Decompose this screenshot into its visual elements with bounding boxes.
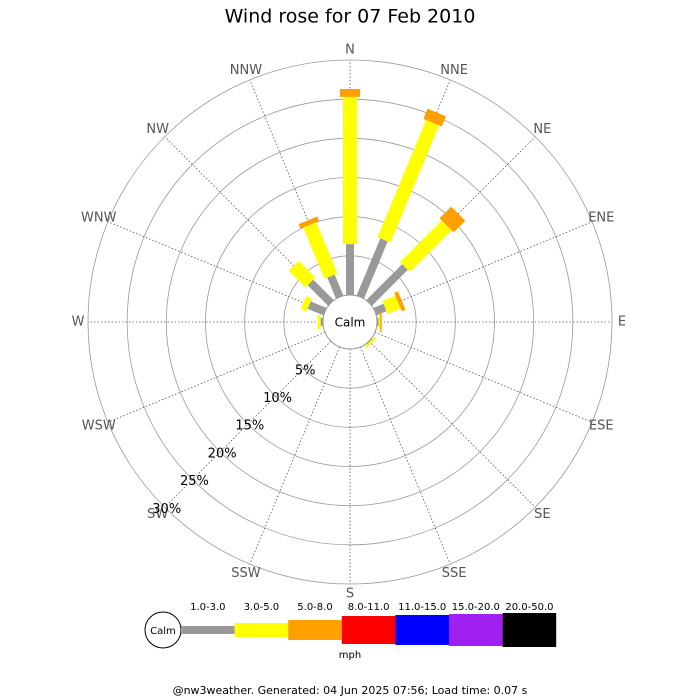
direction-label: SSW (231, 566, 261, 581)
legend-label: 1.0-3.0 (190, 602, 225, 613)
direction-label: N (345, 43, 355, 58)
radial-line (374, 331, 593, 423)
radial-line (107, 331, 326, 423)
direction-label: ENE (588, 210, 614, 225)
direction-label: NW (146, 122, 169, 137)
legend-swatch (288, 620, 342, 640)
legend-label: 15.0-20.0 (452, 602, 500, 613)
radial-line (249, 346, 341, 565)
ring-label: 20% (208, 446, 237, 461)
bar-segment (394, 291, 406, 312)
ring-label: 15% (235, 419, 264, 434)
bar-segment (373, 303, 387, 316)
legend-unit: mph (339, 650, 361, 661)
legend-label: 8.0-11.0 (348, 602, 390, 613)
bar-segment (300, 296, 312, 312)
legend-swatch (502, 613, 557, 647)
bar-segment (298, 216, 319, 229)
direction-label: E (618, 315, 626, 330)
footer: @nw3weather. Generated: 04 Jun 2025 07:5… (173, 684, 528, 697)
direction-label: SSE (442, 566, 467, 581)
legend-label: 20.0-50.0 (505, 602, 553, 613)
legend-swatch (234, 623, 289, 637)
radial-line (374, 221, 593, 313)
direction-label: WNW (81, 210, 117, 225)
direction-label: NNW (230, 63, 262, 78)
calm-label: Calm (335, 316, 366, 330)
ring-label: 10% (263, 391, 292, 406)
radial-line (368, 340, 536, 508)
direction-label: S (346, 587, 354, 602)
radial-line (107, 221, 326, 313)
bar-segment (377, 119, 440, 243)
legend-label: 5.0-8.0 (297, 602, 332, 613)
bar-segment (303, 222, 338, 279)
ring-label: 5% (295, 363, 316, 378)
direction-label: ESE (589, 419, 614, 434)
bar-segment (327, 274, 344, 299)
direction-label: NE (533, 122, 551, 137)
legend-swatch (341, 616, 396, 644)
radial-line (164, 340, 332, 508)
bar-segment (439, 206, 466, 233)
radial-line (359, 346, 451, 565)
legend-swatch (181, 626, 235, 634)
ring-label: 30% (152, 502, 181, 517)
bar-segment (382, 295, 401, 314)
direction-label: NNE (440, 63, 468, 78)
chart-title: Wind rose for 07 Feb 2010 (225, 6, 476, 28)
calm-circle (322, 294, 378, 350)
legend-swatch (395, 615, 449, 645)
legend-label: 11.0-15.0 (398, 602, 446, 613)
legend-label: 3.0-5.0 (244, 602, 279, 613)
bar-segment (423, 108, 447, 127)
legend-swatch (449, 614, 503, 646)
bar-segment (366, 264, 408, 306)
bar-segment (364, 336, 377, 349)
bar-segment (307, 301, 327, 316)
direction-label: SE (534, 507, 550, 522)
bar-segment (307, 279, 334, 306)
bar-segment (288, 260, 316, 288)
legend-calm-label: Calm (150, 626, 176, 637)
direction-label: WSW (82, 419, 116, 434)
bar-segment (400, 220, 452, 272)
ring-label: 25% (180, 474, 209, 489)
bar-segment (356, 238, 388, 299)
direction-label: SW (147, 507, 168, 522)
direction-label: W (72, 315, 85, 330)
